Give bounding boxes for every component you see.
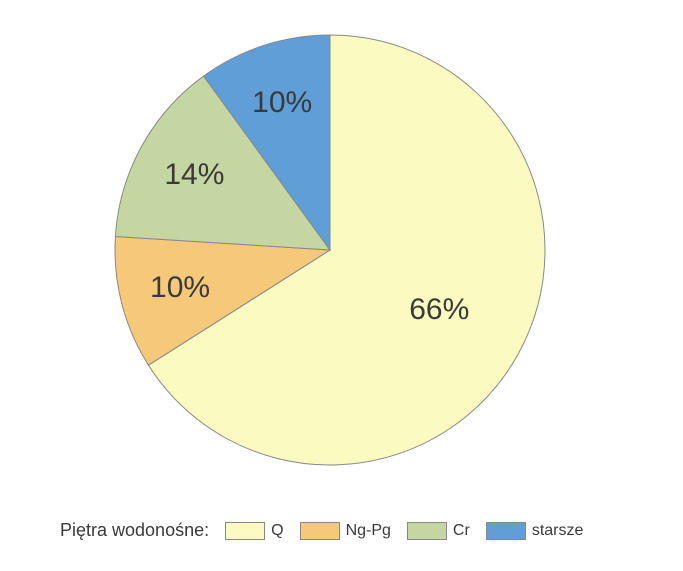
legend-item-Q: Q — [225, 522, 283, 540]
legend-label-starsze: starsze — [532, 522, 584, 540]
legend-item-Ng-Pg: Ng-Pg — [300, 522, 391, 540]
legend-swatch-Q — [225, 522, 265, 540]
legend-label-Cr: Cr — [453, 522, 470, 540]
legend-swatch-Ng-Pg — [300, 522, 340, 540]
pie-slice-label-starsze: 10% — [252, 86, 312, 120]
legend-label-Q: Q — [271, 522, 283, 540]
legend-item-starsze: starsze — [486, 522, 584, 540]
legend-swatch-Cr — [407, 522, 447, 540]
legend: Piętra wodonośne: Q Ng-Pg Cr starsze — [60, 520, 583, 541]
pie-chart — [0, 0, 683, 571]
pie-slice-label-Q: 66% — [409, 293, 469, 327]
pie-chart-container: 66% 10% 14% 10% Piętra wodonośne: Q Ng-Pg Cr s… — [0, 0, 683, 571]
legend-swatch-starsze — [486, 522, 526, 540]
pie-slice-label-Cr: 14% — [164, 158, 224, 192]
legend-label-Ng-Pg: Ng-Pg — [346, 522, 391, 540]
legend-item-Cr: Cr — [407, 522, 470, 540]
legend-title: Piętra wodonośne: — [60, 520, 209, 541]
pie-slice-label-Ng-Pg: 10% — [150, 271, 210, 305]
